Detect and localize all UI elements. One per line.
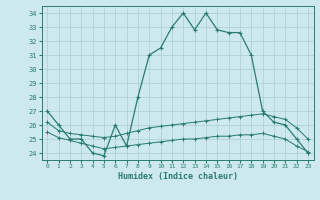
X-axis label: Humidex (Indice chaleur): Humidex (Indice chaleur): [118, 172, 237, 181]
